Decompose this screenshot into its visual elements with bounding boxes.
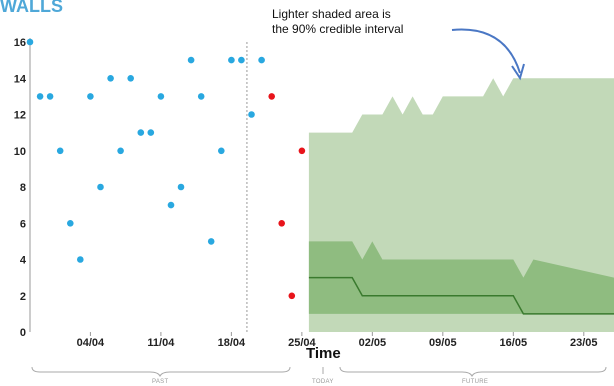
y-tick-label: 16 [14,37,26,49]
x-tick-label: 18/04 [218,337,246,349]
y-axis: 0 2 4 6 8 10 12 14 16 [14,37,27,339]
observed-point [218,147,225,155]
x-axis-label: Time [306,345,341,362]
observed-point [238,56,245,64]
highlighted-point [268,93,276,100]
highlighted-point [278,220,286,227]
x-tick-label: 02/05 [359,337,387,349]
x-tick-label: 11/04 [147,337,175,349]
annotation-arrowhead [511,63,525,81]
y-tick-label: 10 [14,146,26,158]
observed-point [197,93,205,100]
annotation-text: Lighter shaded area is the 90% credible i… [272,7,403,36]
chart-title: WALLS [0,0,63,16]
observed-point [56,147,64,155]
y-tick-label: 8 [20,182,26,194]
observed-point [77,256,84,263]
observed-point [46,93,54,100]
future-label: FUTURE [462,379,488,385]
forecast-bands [308,78,614,332]
x-tick-label: 04/04 [77,337,105,349]
annotation-arrow [451,28,521,74]
y-tick-label: 2 [20,291,26,303]
observed-point [26,38,34,46]
y-tick-label: 6 [20,218,26,230]
annotation: Lighter shaded area is the 90% credible i… [272,7,525,81]
annotation-line: Lighter shaded area is [272,7,391,21]
y-tick-label: 14 [14,73,27,85]
past-label: PAST [152,379,168,385]
today-label: TODAY [312,379,334,385]
observed-point [87,93,94,100]
observed-point [137,129,145,136]
median-forecast-line [308,276,614,315]
observed-point [228,56,235,64]
observed-point [177,183,185,191]
observed-point [248,111,255,118]
observed-point [67,220,74,227]
observed-point [187,56,195,64]
observed-point [117,147,124,155]
observed-point [207,238,215,245]
x-tick-label: 09/05 [429,337,457,349]
x-tick-label: 25/04 [288,337,316,349]
observed-point [258,56,265,64]
x-axis: 04/04 11/04 18/04 25/04 02/05 09/05 16/05 23/05 [77,332,598,349]
data-points [26,38,306,300]
future-brace [339,366,607,378]
observed-point [36,93,44,100]
y-tick-label: 0 [20,327,26,339]
y-tick-label: 12 [14,110,26,122]
y-tick-label: 4 [20,255,27,267]
past-brace [31,366,291,378]
highlighted-point [298,147,306,155]
x-tick-label: 23/05 [570,337,598,349]
x-tick-label: 16/05 [500,337,528,349]
annotation-line: the 90% credible interval [272,22,403,36]
observed-point [127,75,134,82]
highlighted-point [288,292,296,300]
observed-point [97,183,104,191]
observed-point [147,129,155,136]
observed-point [107,75,114,82]
observed-point [167,201,175,209]
period-labels: PAST TODAY FUTURE [31,366,607,385]
observed-point [157,93,165,100]
